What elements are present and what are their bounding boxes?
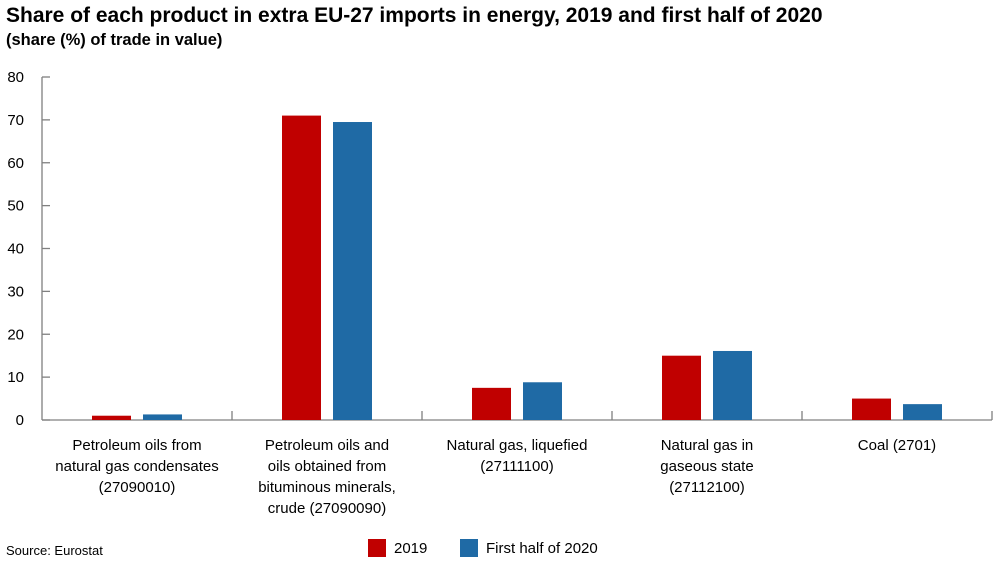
- x-category-label-line: oils obtained from: [268, 458, 386, 475]
- x-category-label-line: Natural gas, liquefied: [447, 437, 588, 454]
- x-category-label: Natural gas, liquefied (27111100): [447, 437, 588, 475]
- bar: [92, 415, 131, 420]
- chart-title: Share of each product in extra EU-27 imp…: [6, 4, 823, 27]
- bar: [713, 350, 752, 420]
- source-note: Source: Eurostat: [6, 543, 103, 558]
- legend-item: 2019: [368, 539, 427, 557]
- legend-swatch: [460, 539, 478, 557]
- category-labels: Petroleum oils from natural gas condensat…: [55, 437, 936, 517]
- x-category-label-line: natural gas condensates: [55, 458, 218, 475]
- legend-swatch: [368, 539, 386, 557]
- x-category-label-line: Coal (2701): [858, 437, 936, 454]
- x-category-label-line: (27090010): [99, 479, 176, 496]
- y-tick-label: 30: [7, 283, 24, 300]
- y-tick-label: 20: [7, 326, 24, 343]
- y-tick-label: 40: [7, 241, 24, 258]
- x-category-label-line: (27112100): [669, 479, 745, 496]
- x-category-label-line: gaseous state: [660, 458, 753, 475]
- y-tick-label: 70: [7, 112, 24, 129]
- bars: [92, 115, 942, 421]
- x-category-label: Petroleum oils and oils obtained from bitu…: [258, 437, 396, 517]
- axes: 0 10 20 30 40 50 60 70 80: [7, 69, 993, 429]
- bar: [662, 355, 701, 420]
- x-category-label-line: bituminous minerals,: [258, 479, 396, 496]
- legend-item: First half of 2020: [460, 539, 598, 557]
- x-category-label-line: Petroleum oils from: [72, 437, 201, 454]
- x-category-label: Petroleum oils from natural gas condensat…: [55, 437, 218, 496]
- x-category-label: Coal (2701): [858, 437, 936, 454]
- legend: 2019 First half of 2020: [0, 539, 1000, 561]
- bar: [903, 404, 942, 420]
- bar: [852, 398, 891, 420]
- y-tick-label: 60: [7, 155, 24, 172]
- chart-subtitle: (share (%) of trade in value): [6, 31, 223, 49]
- x-category-label-line: Natural gas in: [661, 437, 754, 454]
- bar: [282, 115, 321, 421]
- x-category-label-line: crude (27090090): [268, 500, 386, 517]
- x-category-label-line: Petroleum oils and: [265, 437, 389, 454]
- y-tick-label: 80: [7, 69, 24, 86]
- y-tick-label: 50: [7, 198, 24, 215]
- x-category-label-line: (27111100): [480, 458, 553, 475]
- y-tick-label: 10: [7, 369, 24, 386]
- bar: [143, 414, 182, 420]
- x-category-label: Natural gas in gaseous state (27112100): [660, 437, 753, 496]
- legend-label: 2019: [394, 539, 428, 557]
- bar: [523, 382, 562, 420]
- bar: [472, 387, 511, 420]
- y-tick-label: 0: [16, 412, 24, 429]
- bar: [333, 122, 372, 421]
- legend-label: First half of 2020: [486, 539, 598, 557]
